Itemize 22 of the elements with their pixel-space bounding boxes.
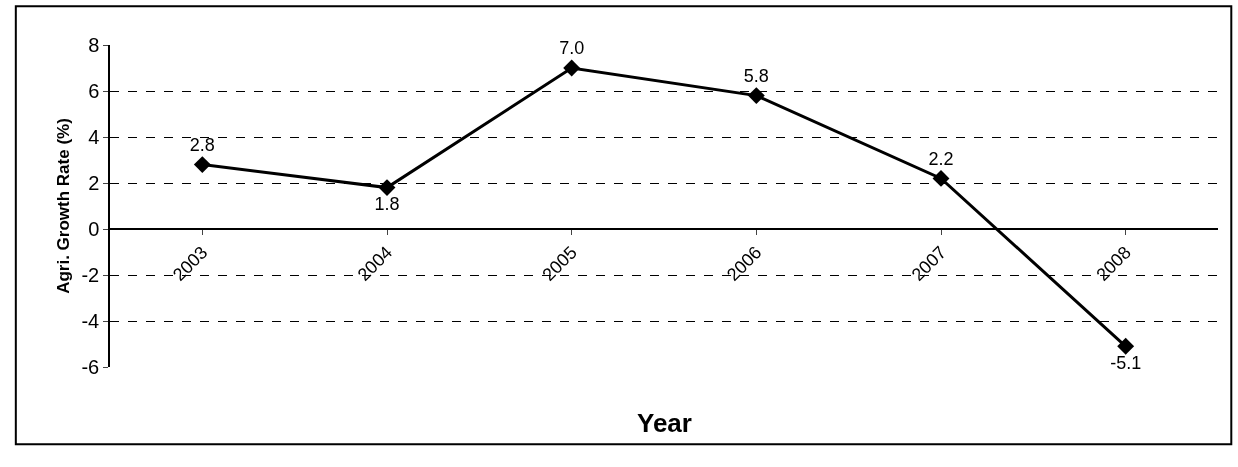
data-label: 1.8 bbox=[374, 194, 400, 215]
point bbox=[932, 169, 950, 187]
y-tick-label: 4 bbox=[88, 126, 100, 148]
y-tick-label: 6 bbox=[88, 80, 100, 102]
point bbox=[747, 87, 765, 105]
point bbox=[1117, 337, 1135, 355]
y-tick-label: 0 bbox=[88, 218, 100, 240]
y-axis-title: Agri. Growth Rate (%) bbox=[53, 118, 73, 294]
data-label: 2.8 bbox=[189, 134, 215, 155]
point bbox=[378, 179, 396, 197]
data-label: 2.2 bbox=[928, 148, 954, 169]
y-tick-label: 2 bbox=[88, 172, 100, 194]
point bbox=[193, 156, 211, 174]
y-tick-label: -6 bbox=[81, 356, 100, 378]
y-tick-label: 8 bbox=[88, 34, 100, 56]
data-label: -5.1 bbox=[1110, 352, 1142, 373]
point bbox=[563, 59, 581, 77]
data-label: 7.0 bbox=[559, 38, 585, 59]
y-tick-label: -4 bbox=[81, 310, 100, 332]
data-label: 5.8 bbox=[743, 65, 769, 86]
x-axis-title: Year bbox=[637, 408, 692, 438]
y-tick-label: -2 bbox=[81, 264, 100, 286]
